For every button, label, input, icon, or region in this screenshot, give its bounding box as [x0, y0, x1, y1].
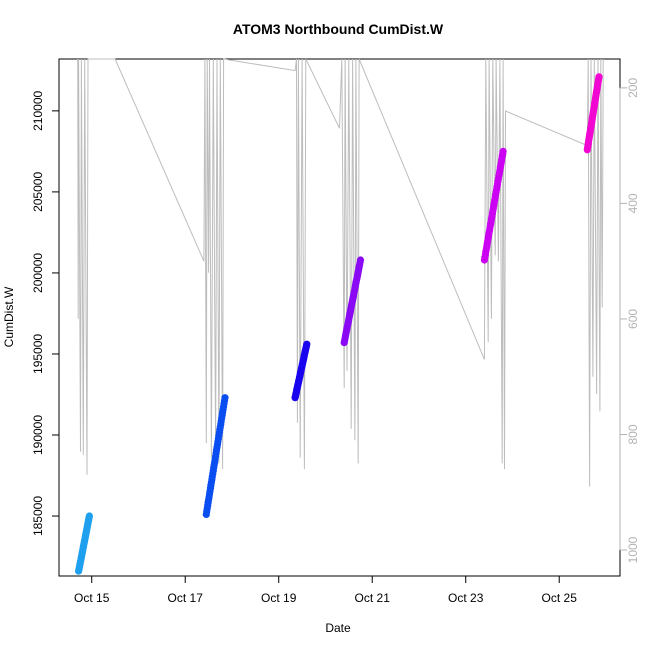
- data-point: [356, 256, 365, 264]
- data-point: [85, 512, 93, 520]
- series-4: [340, 256, 365, 347]
- x-tick-label: Oct 15: [74, 591, 110, 605]
- x-tick-label: Oct 23: [448, 591, 484, 605]
- y-tick-label: 185000: [31, 496, 45, 536]
- series-layer: [75, 73, 603, 575]
- y2-tick-label: 600: [626, 309, 640, 329]
- y2-tick-label: 400: [626, 193, 640, 213]
- y-tick-label: 190000: [31, 415, 45, 455]
- data-point: [303, 340, 311, 348]
- chart-title: ATOM3 Northbound CumDist.W: [233, 21, 444, 37]
- data-point: [499, 147, 507, 155]
- plot-frame: [58, 58, 621, 577]
- y-tick-label: 195000: [31, 334, 45, 374]
- track-line: [77, 58, 604, 487]
- y-tick-label: 210000: [31, 91, 45, 131]
- series-2: [202, 394, 229, 518]
- x-tick-label: Oct 19: [261, 591, 297, 605]
- series-6: [583, 73, 603, 154]
- y-axis-label: CumDist.W: [2, 286, 16, 347]
- y2-axis: 200 400 600 800 1000: [619, 78, 640, 563]
- data-point: [221, 394, 229, 402]
- gps-track: [77, 58, 604, 487]
- series-1: [75, 512, 93, 575]
- y2-tick-label: 1000: [626, 536, 640, 563]
- x-tick-label: Oct 17: [168, 591, 204, 605]
- y-tick-label: 200000: [31, 253, 45, 293]
- series-3: [291, 340, 311, 402]
- series-5: [480, 147, 507, 264]
- y2-tick-label: 200: [626, 78, 640, 98]
- y2-tick-label: 800: [626, 424, 640, 444]
- x-axis: Oct 15 Oct 17 Oct 19 Oct 21 Oct 23 Oct 25: [74, 575, 578, 605]
- x-tick-label: Oct 21: [355, 591, 391, 605]
- x-tick-label: Oct 25: [542, 591, 578, 605]
- x-axis-label: Date: [325, 621, 351, 635]
- y-tick-label: 205000: [31, 172, 45, 212]
- y-axis: 185000 190000 195000 200000 205000 210000: [31, 91, 60, 536]
- data-point: [595, 73, 603, 81]
